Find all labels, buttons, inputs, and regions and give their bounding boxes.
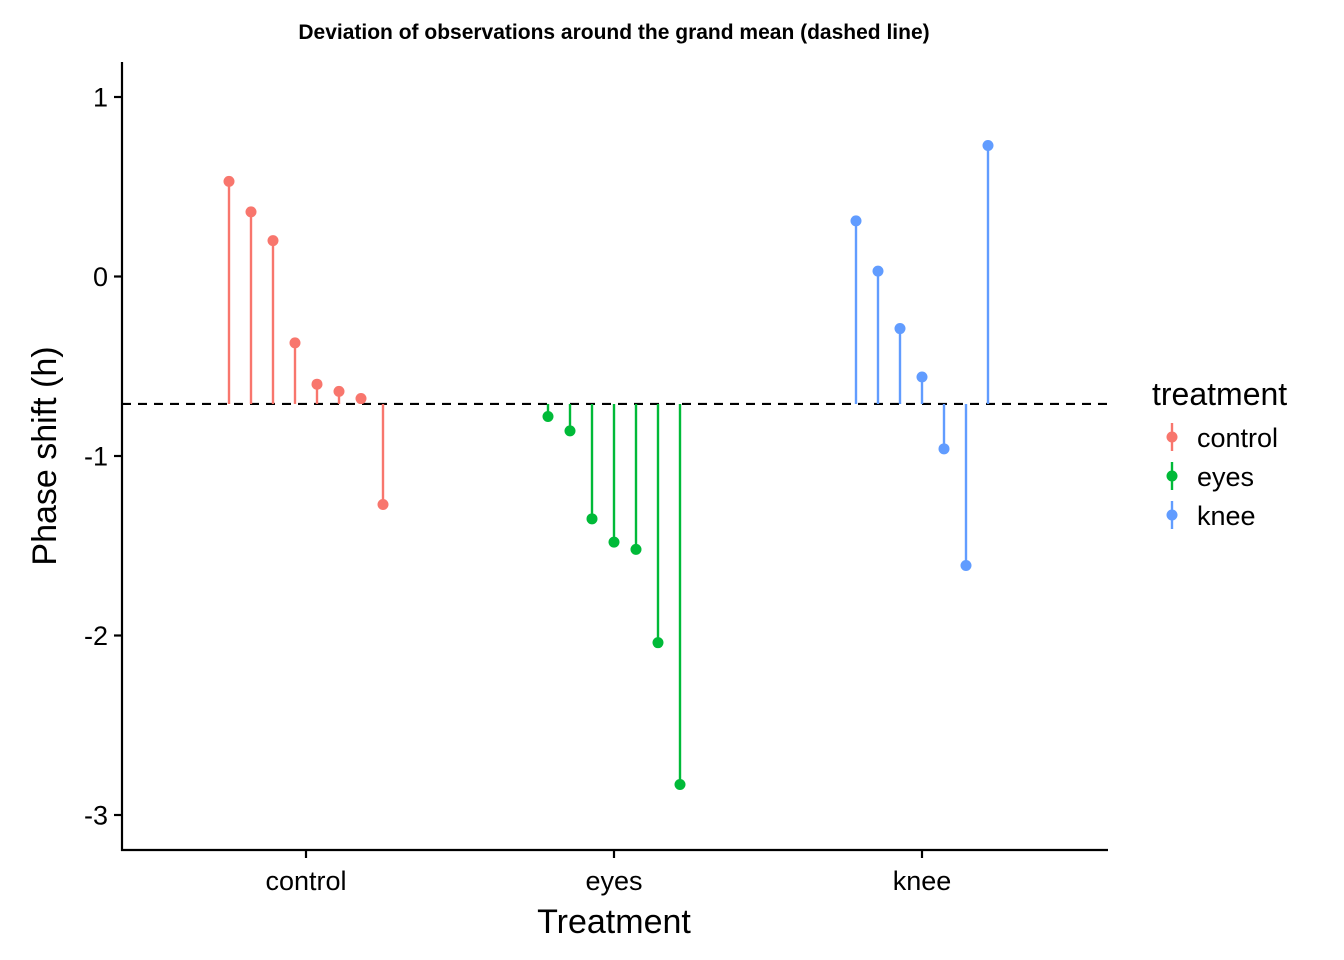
point-eyes (630, 543, 642, 555)
legend-label: control (1197, 423, 1278, 453)
point-eyes (608, 536, 620, 548)
legend-title: treatment (1152, 376, 1287, 412)
legend-label: knee (1197, 501, 1256, 531)
series-eyes (542, 403, 686, 790)
point-control (267, 235, 279, 247)
y-tick-label: -1 (84, 442, 108, 472)
legend-key-point (1166, 509, 1178, 521)
x-tick-label: knee (893, 866, 952, 896)
point-knee (960, 559, 972, 571)
point-control (333, 385, 345, 397)
plot-area (122, 139, 1108, 790)
point-control (223, 175, 235, 187)
point-eyes (586, 513, 598, 525)
point-eyes (564, 425, 576, 437)
legend-entry-eyes: eyes (1166, 462, 1254, 492)
point-knee (938, 443, 950, 455)
series-knee (850, 139, 994, 571)
point-knee (872, 265, 884, 277)
y-tick-label: 1 (93, 83, 108, 113)
legend-entry-knee: knee (1166, 501, 1256, 531)
legend-key-point (1166, 470, 1178, 482)
point-knee (850, 215, 862, 227)
y-tick-label: -2 (84, 621, 108, 651)
y-tick-label: 0 (93, 262, 108, 292)
point-eyes (674, 778, 686, 790)
axes: 1 0 -1 -2 -3 control eyes knee (84, 62, 1108, 896)
series-control (223, 175, 389, 510)
point-control (289, 337, 301, 349)
x-axis-title: Treatment (537, 903, 691, 941)
x-tick-label: control (265, 866, 346, 896)
x-tick-label: eyes (585, 866, 642, 896)
point-control (311, 378, 323, 390)
chart-title: Deviation of observations around the gra… (298, 21, 929, 44)
point-control (355, 393, 367, 405)
legend-label: eyes (1197, 462, 1254, 492)
point-control (245, 206, 257, 218)
y-tick-label: -3 (84, 801, 108, 831)
y-axis-title: Phase shift (h) (26, 346, 64, 565)
legend-entry-control: control (1166, 423, 1278, 453)
point-control (377, 498, 389, 510)
point-eyes (542, 411, 554, 423)
point-knee (916, 371, 928, 383)
legend: treatment control eyes knee (1152, 376, 1287, 531)
point-knee (894, 323, 906, 335)
legend-key-point (1166, 431, 1178, 443)
point-eyes (652, 637, 664, 649)
point-knee (982, 139, 994, 151)
